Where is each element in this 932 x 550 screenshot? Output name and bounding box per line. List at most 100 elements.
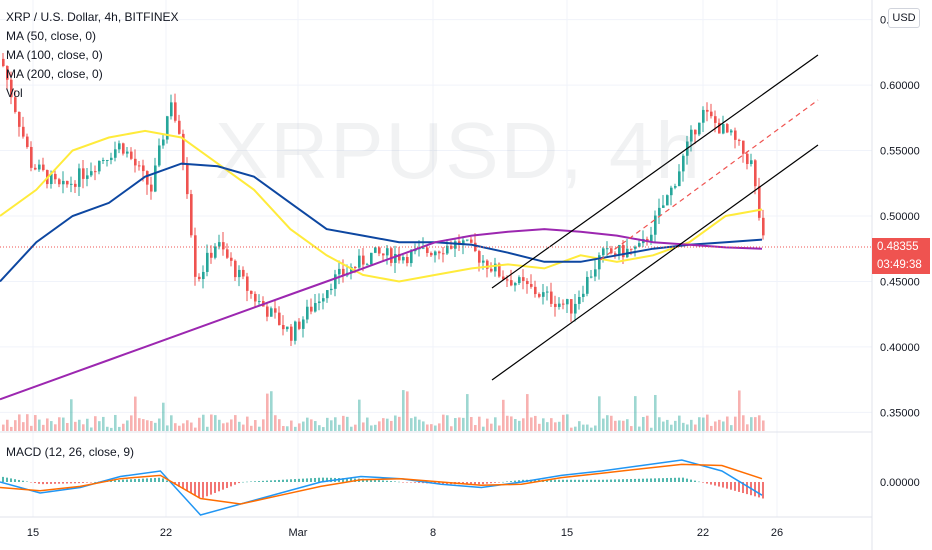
candle-body xyxy=(462,240,465,245)
macd-histogram-bar xyxy=(378,480,380,482)
macd-histogram-bar xyxy=(346,478,348,482)
macd-tick-label: 0.00000 xyxy=(880,477,920,489)
volume-bar xyxy=(30,425,33,431)
volume-bar xyxy=(26,414,29,431)
macd-histogram-bar xyxy=(726,482,728,489)
candle-body xyxy=(590,276,593,278)
candle-body xyxy=(354,266,357,268)
candle-body xyxy=(486,260,489,269)
macd-histogram-bar xyxy=(154,477,156,482)
volume-bar xyxy=(634,396,637,431)
legend-ma100[interactable]: MA (100, close, 0) xyxy=(6,48,103,62)
candle-body xyxy=(106,159,109,161)
volume-bar xyxy=(342,415,345,431)
candle-body xyxy=(482,260,485,263)
candle-body xyxy=(350,266,353,273)
volume-bar xyxy=(274,415,277,431)
volume-bar xyxy=(286,426,289,431)
macd-histogram-bar xyxy=(18,479,20,482)
macd-histogram-bar xyxy=(214,482,216,493)
macd-histogram-bar xyxy=(158,477,160,482)
volume-bar xyxy=(322,427,325,431)
macd-legend[interactable]: MACD (12, 26, close, 9) xyxy=(6,445,135,459)
candle-body xyxy=(70,183,73,185)
candle-body xyxy=(398,253,401,261)
candle-body xyxy=(682,155,685,172)
legend-vol[interactable]: Vol xyxy=(6,86,23,100)
currency-button[interactable]: USD xyxy=(888,8,920,28)
candle-body xyxy=(566,299,569,305)
volume-bar xyxy=(662,421,665,431)
volume-bar xyxy=(174,423,177,431)
candle-body xyxy=(606,248,609,250)
volume-bar xyxy=(346,416,349,431)
volume-bar xyxy=(502,399,505,431)
candle-body xyxy=(466,239,469,241)
price-tick-label: 0.50000 xyxy=(880,211,920,223)
volume-bar xyxy=(586,424,589,431)
macd-histogram-bar xyxy=(298,478,300,482)
volume-bar xyxy=(438,423,441,431)
volume-bar xyxy=(682,422,685,431)
volume-bar xyxy=(646,415,649,431)
volume-bar xyxy=(762,420,765,431)
volume-bar xyxy=(6,419,9,431)
volume-bar xyxy=(82,424,85,431)
symbol-title[interactable]: XRP / U.S. Dollar, 4h, BITFINEX xyxy=(6,10,179,24)
candle-body xyxy=(250,290,253,294)
volume-bar xyxy=(510,416,513,431)
candle-body xyxy=(562,303,565,305)
volume-bar xyxy=(678,415,681,431)
volume-bar xyxy=(462,417,465,431)
candle-body xyxy=(674,186,677,188)
volume-bar xyxy=(558,421,561,431)
volume-bar xyxy=(422,421,425,431)
candle-body xyxy=(66,180,69,185)
volume-bar xyxy=(658,417,661,431)
macd-histogram-bar xyxy=(478,482,480,485)
macd-histogram-bar xyxy=(278,479,280,482)
macd-histogram-bar xyxy=(590,479,592,482)
macd-histogram-bar xyxy=(502,481,504,483)
macd-histogram-bar xyxy=(282,479,284,482)
volume-bar xyxy=(530,417,533,431)
candle-body xyxy=(222,242,225,250)
volume-bar xyxy=(562,414,565,431)
macd-histogram-bar xyxy=(306,478,308,482)
macd-histogram-bar xyxy=(618,479,620,482)
ma50-line xyxy=(0,129,763,283)
candle-body xyxy=(454,241,457,249)
volume-bar xyxy=(22,422,25,431)
volume-bar xyxy=(734,416,737,431)
macd-histogram-bar xyxy=(470,482,472,485)
candle-body xyxy=(706,109,709,112)
macd-histogram-bar xyxy=(266,480,268,482)
macd-histogram-bar xyxy=(546,479,548,482)
macd-histogram-bar xyxy=(2,476,4,482)
volume-bar xyxy=(546,422,549,431)
candle-body xyxy=(630,248,633,250)
legend-ma200[interactable]: MA (200, close, 0) xyxy=(6,67,103,81)
volume-bar xyxy=(630,426,633,431)
candle-body xyxy=(646,238,649,242)
volume-bar xyxy=(474,425,477,431)
macd-histogram-bar xyxy=(602,479,604,482)
candle-body xyxy=(438,251,441,254)
candle-body xyxy=(378,247,381,254)
macd-histogram-bar xyxy=(578,479,580,482)
legend-ma50[interactable]: MA (50, close, 0) xyxy=(6,29,97,43)
candle-body xyxy=(94,171,97,173)
time-tick-label: 22 xyxy=(697,527,709,539)
candle-body xyxy=(318,301,321,304)
volume-bar xyxy=(386,418,389,431)
volume-bar xyxy=(74,421,77,431)
candle-body xyxy=(738,139,741,141)
macd-histogram-bar xyxy=(246,481,248,483)
macd-histogram-bar xyxy=(410,482,412,483)
macd-histogram-bar xyxy=(370,479,372,482)
candle-body xyxy=(362,255,365,265)
candle-body xyxy=(534,286,537,295)
macd-histogram-bar xyxy=(390,481,392,482)
volume-bar xyxy=(538,423,541,431)
